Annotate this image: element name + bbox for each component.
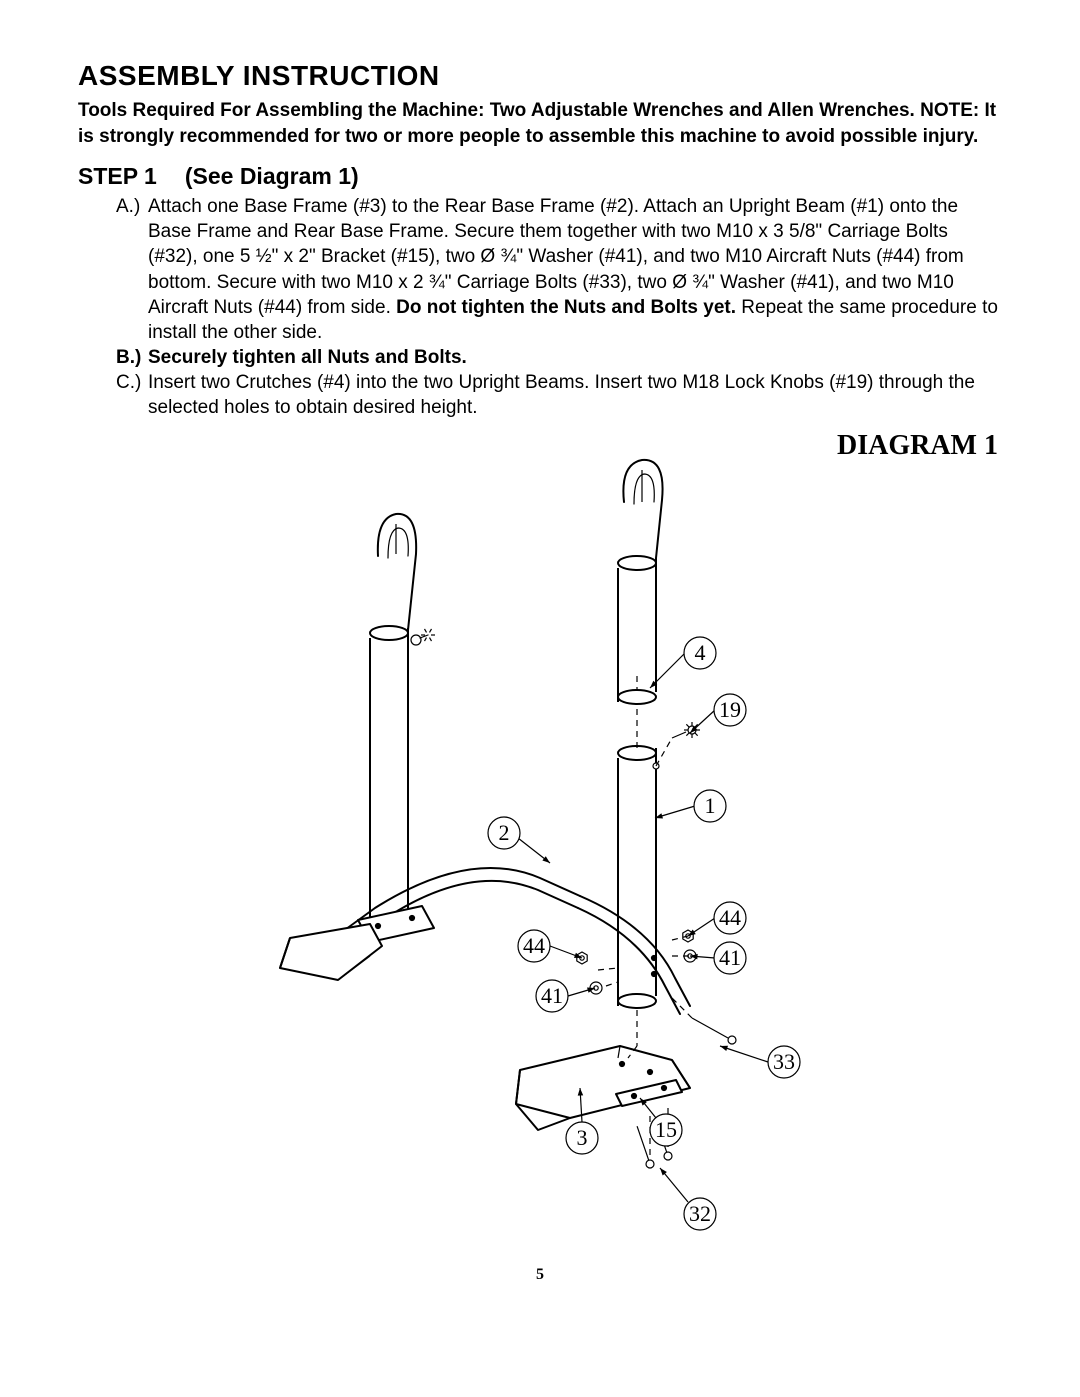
step-marker: A.) — [116, 194, 148, 344]
page-number: 5 — [78, 1266, 1002, 1284]
diagram-container: 4 19 1 2 44 44 41 41 33 15 3 32 — [78, 458, 1002, 1258]
document-page: ASSEMBLY INSTRUCTION Tools Required For … — [0, 0, 1080, 1324]
tools-required-note: Tools Required For Assembling the Machin… — [78, 98, 1002, 149]
svg-text:44: 44 — [523, 933, 545, 958]
svg-text:41: 41 — [541, 983, 563, 1008]
page-title: ASSEMBLY INSTRUCTION — [78, 60, 1002, 92]
svg-text:33: 33 — [773, 1049, 795, 1074]
step-a-bold: Do not tighten the Nuts and Bolts yet. — [396, 297, 736, 318]
svg-text:4: 4 — [695, 640, 706, 665]
svg-text:32: 32 — [689, 1201, 711, 1226]
step-heading-suffix: (See Diagram 1) — [185, 163, 359, 189]
step-item-b: B.) Securely tighten all Nuts and Bolts. — [116, 345, 1002, 370]
step-marker: B.) — [116, 345, 148, 370]
step-marker: C.) — [116, 370, 148, 420]
step-list: A.) Attach one Base Frame (#3) to the Re… — [116, 194, 1002, 420]
svg-text:19: 19 — [719, 697, 741, 722]
step-item-c: C.) Insert two Crutches (#4) into the tw… — [116, 370, 1002, 420]
svg-text:1: 1 — [705, 793, 716, 818]
step-heading-prefix: STEP 1 — [78, 163, 157, 189]
step-body: Insert two Crutches (#4) into the two Up… — [148, 370, 1002, 420]
svg-text:2: 2 — [499, 820, 510, 845]
step-heading: STEP 1 (See Diagram 1) — [78, 163, 1002, 190]
step-body: Securely tighten all Nuts and Bolts. — [148, 345, 1002, 370]
assembly-diagram: 4 19 1 2 44 44 41 41 33 15 3 32 — [220, 458, 860, 1258]
svg-text:3: 3 — [577, 1125, 588, 1150]
step-body: Attach one Base Frame (#3) to the Rear B… — [148, 194, 1002, 344]
svg-text:41: 41 — [719, 945, 741, 970]
svg-text:15: 15 — [655, 1117, 677, 1142]
svg-text:44: 44 — [719, 905, 741, 930]
step-item-a: A.) Attach one Base Frame (#3) to the Re… — [116, 194, 1002, 344]
